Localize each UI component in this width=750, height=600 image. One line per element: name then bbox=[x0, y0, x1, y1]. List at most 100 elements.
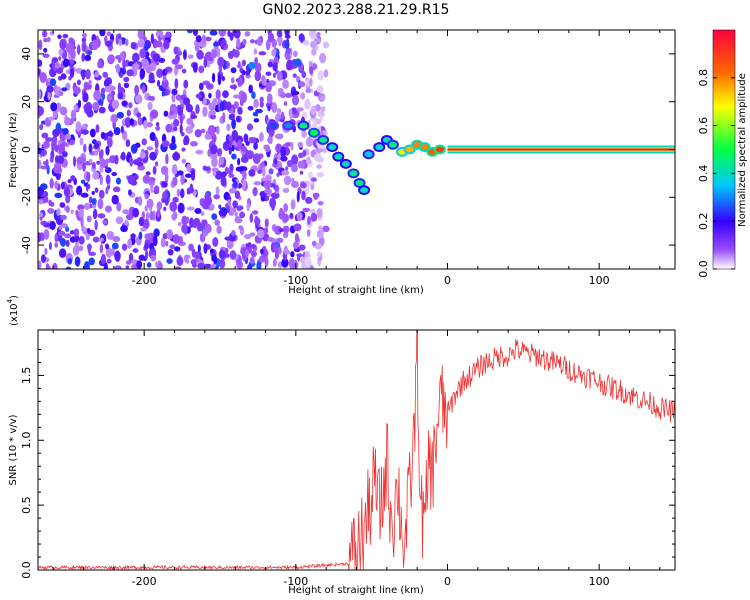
noise-speckle bbox=[308, 30, 317, 38]
noise-speckle bbox=[73, 234, 80, 243]
noise-speckle bbox=[286, 59, 294, 71]
noise-speckle bbox=[67, 257, 73, 265]
noise-speckle bbox=[276, 36, 283, 43]
noise-speckle bbox=[103, 262, 108, 269]
noise-speckle bbox=[121, 243, 128, 251]
noise-speckle bbox=[252, 153, 261, 165]
noise-speckle bbox=[173, 118, 180, 127]
noise-speckle bbox=[54, 192, 63, 199]
noise-speckle bbox=[42, 140, 50, 149]
noise-speckle bbox=[237, 157, 241, 166]
noise-speckle bbox=[112, 235, 121, 242]
snr-panel: -200 -100 0 100 0.0 0.5 1.0 1.5 Height of strai… bbox=[6, 295, 676, 596]
noise-speckle bbox=[211, 49, 218, 59]
noise-speckle bbox=[62, 151, 68, 158]
noise-speckle bbox=[243, 234, 252, 240]
noise-speckle bbox=[77, 204, 85, 211]
noise-speckle bbox=[132, 248, 139, 253]
noise-speckle bbox=[204, 223, 212, 234]
noise-speckle bbox=[282, 187, 290, 194]
noise-speckle bbox=[231, 129, 239, 141]
noise-speckle bbox=[263, 77, 267, 86]
noise-speckle bbox=[222, 90, 229, 99]
noise-speckle bbox=[49, 31, 55, 36]
noise-speckle bbox=[281, 258, 289, 268]
noise-speckle bbox=[232, 49, 240, 58]
noise-speckle bbox=[94, 187, 99, 193]
noise-speckle bbox=[116, 111, 125, 119]
noise-speckle bbox=[122, 130, 128, 141]
x-tick-label: 0 bbox=[444, 274, 451, 287]
noise-speckle bbox=[290, 199, 296, 210]
noise-speckle bbox=[144, 250, 149, 260]
noise-speckle bbox=[61, 87, 68, 92]
noise-speckle bbox=[274, 225, 282, 235]
noise-speckle bbox=[97, 213, 106, 219]
noise-speckle bbox=[146, 146, 154, 151]
noise-speckle bbox=[172, 126, 178, 132]
noise-speckle bbox=[139, 68, 146, 80]
noise-speckle bbox=[106, 137, 113, 148]
noise-speckle bbox=[118, 56, 122, 64]
noise-speckle bbox=[271, 102, 278, 114]
noise-speckle bbox=[39, 183, 48, 190]
noise-speckle bbox=[121, 100, 128, 107]
noise-speckle bbox=[42, 30, 48, 38]
noise-speckle bbox=[310, 35, 318, 40]
noise-speckle bbox=[265, 71, 272, 76]
noise-speckle bbox=[64, 114, 68, 123]
noise-speckle bbox=[169, 110, 174, 116]
noise-speckle bbox=[207, 125, 216, 136]
noise-speckle bbox=[115, 216, 124, 225]
noise-speckle bbox=[120, 151, 126, 161]
noise-speckle bbox=[169, 244, 176, 250]
noise-speckle bbox=[78, 157, 87, 163]
noise-speckle bbox=[54, 233, 58, 243]
noise-speckle bbox=[152, 53, 160, 62]
noise-speckle bbox=[68, 76, 72, 81]
noise-speckle bbox=[74, 256, 81, 267]
noise-speckle bbox=[60, 73, 67, 80]
noise-speckle bbox=[138, 216, 145, 227]
noise-speckle bbox=[86, 243, 92, 251]
noise-speckle bbox=[179, 123, 183, 135]
noise-speckle bbox=[195, 93, 203, 99]
noise-speckle bbox=[145, 171, 151, 176]
noise-speckle bbox=[190, 141, 198, 147]
noise-speckle bbox=[296, 211, 303, 222]
noise-speckle bbox=[131, 63, 140, 71]
noise-speckle bbox=[117, 82, 122, 93]
noise-speckle bbox=[83, 202, 91, 210]
noise-speckle bbox=[45, 265, 51, 269]
noise-speckle bbox=[114, 154, 119, 165]
noise-speckle bbox=[115, 177, 122, 185]
noise-speckle bbox=[38, 106, 44, 116]
noise-speckle bbox=[260, 248, 264, 255]
noise-speckle bbox=[65, 239, 70, 247]
noise-speckle bbox=[292, 241, 299, 250]
noise-speckle bbox=[59, 38, 67, 50]
noise-speckle bbox=[111, 194, 119, 205]
noise-speckle bbox=[181, 147, 186, 152]
noise-speckle bbox=[40, 220, 48, 226]
noise-speckle bbox=[169, 142, 177, 151]
spectrogram-ylabel: Frequency (Hz) bbox=[8, 112, 19, 188]
noise-speckle bbox=[251, 243, 256, 250]
noise-speckle bbox=[249, 256, 255, 265]
trace-blob bbox=[388, 141, 397, 148]
noise-speckle bbox=[124, 38, 129, 46]
noise-speckle bbox=[259, 100, 264, 108]
noise-speckle bbox=[282, 79, 289, 89]
noise-speckle bbox=[204, 196, 212, 206]
noise-speckle bbox=[268, 168, 274, 175]
noise-speckle bbox=[278, 228, 284, 233]
noise-speckle bbox=[307, 216, 311, 226]
noise-speckle bbox=[264, 218, 269, 228]
noise-speckle bbox=[106, 31, 112, 37]
noise-speckle bbox=[217, 56, 225, 68]
noise-speckle bbox=[158, 57, 166, 63]
noise-speckle bbox=[182, 49, 187, 61]
noise-speckle bbox=[45, 158, 49, 169]
